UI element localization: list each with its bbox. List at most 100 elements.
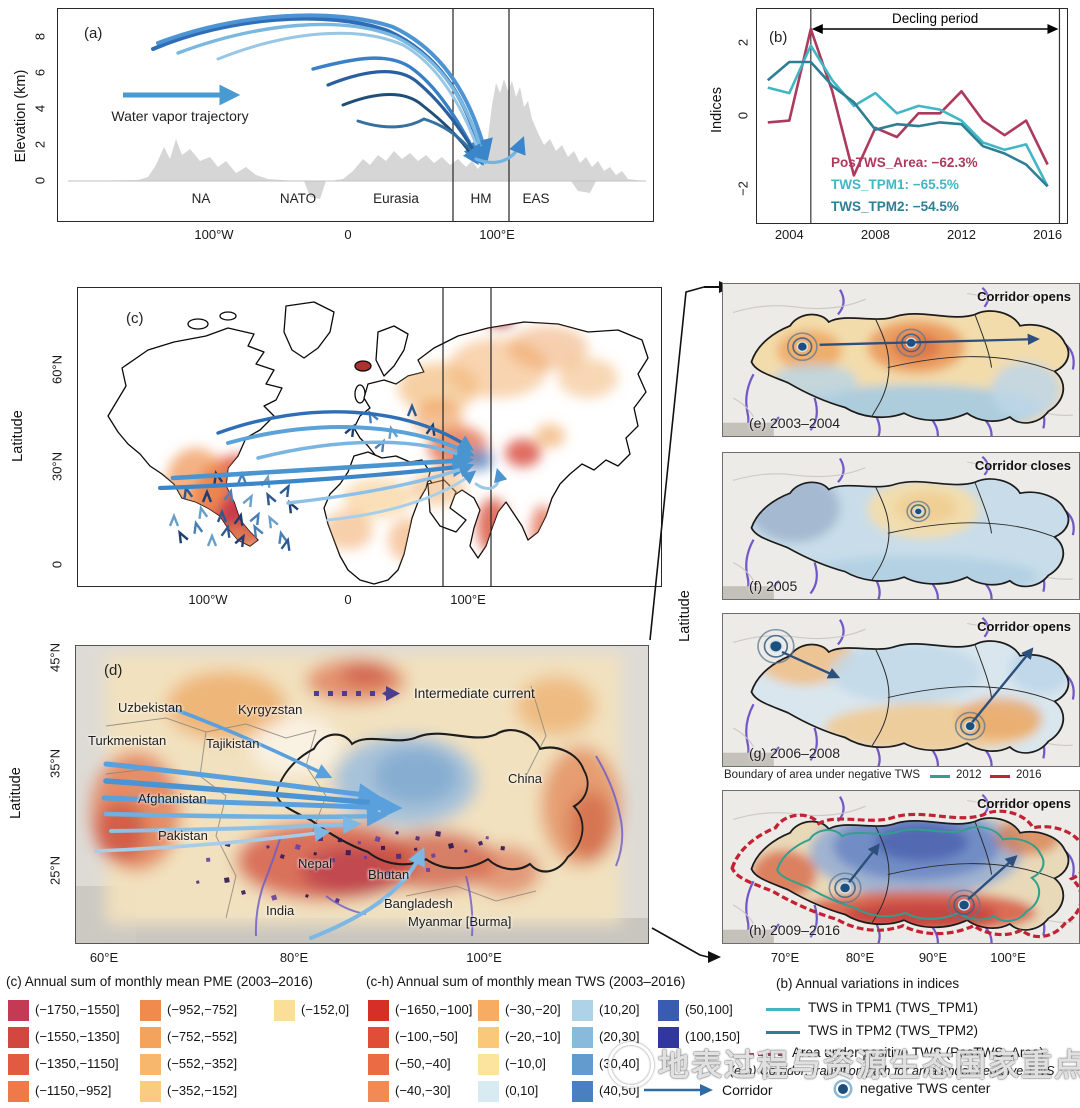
legend-range-label: (30,40] bbox=[599, 1056, 640, 1071]
country-label: India bbox=[266, 903, 295, 918]
legend-pme-title: (c) Annual sum of monthly mean PME (2003… bbox=[6, 974, 313, 989]
negative-dot-clusters bbox=[196, 831, 505, 903]
legend-center-label: negative TWS center bbox=[860, 1080, 991, 1096]
legend-color-swatch bbox=[368, 1027, 389, 1048]
panel-c-ytick: 0 bbox=[49, 560, 65, 569]
country-label: Turkmenistan bbox=[88, 733, 167, 748]
panel-b-ylabel: Indices bbox=[709, 87, 725, 133]
panel-f-years: (f) 2005 bbox=[749, 578, 798, 594]
panel-h-canvas bbox=[723, 791, 1079, 943]
panel-c-xtick: 100°E bbox=[450, 592, 486, 607]
legend-range-label: (0,10] bbox=[505, 1083, 539, 1098]
legend-color-swatch bbox=[478, 1000, 499, 1021]
legend-color-swatch bbox=[368, 1054, 389, 1075]
boundary-legend-text: Boundary of area under negative TWS bbox=[724, 769, 921, 781]
boundary-2016-label: 2016 bbox=[1016, 769, 1042, 781]
legend-corridor-label: Corridor bbox=[722, 1082, 773, 1098]
panel-f-canvas bbox=[723, 453, 1079, 599]
panel-b-xtick: 2008 bbox=[860, 227, 890, 242]
panel-c-xtick: 0 bbox=[344, 592, 352, 607]
legend-pme: (c) Annual sum of monthly mean PME (2003… bbox=[6, 974, 364, 1106]
legend-range-label: (−752,−552] bbox=[167, 1029, 238, 1044]
legend-color-swatch bbox=[658, 1027, 679, 1048]
legend-range-label: (−952,−752] bbox=[167, 1002, 238, 1017]
region-hm: HM bbox=[470, 191, 492, 206]
panel-b-xtick: 2016 bbox=[1033, 227, 1063, 242]
panel-a-xtick: 0 bbox=[344, 227, 352, 242]
panel-a-letter: (a) bbox=[84, 25, 103, 42]
panel-c-letter: (c) bbox=[126, 310, 144, 327]
panel-a-xtick: 100°W bbox=[194, 227, 234, 242]
right-xtick: 70°E bbox=[770, 950, 800, 965]
panel-a-ylabel: Elevation (km) bbox=[13, 69, 29, 163]
legend-color-swatch bbox=[140, 1081, 161, 1102]
panel-f-status: Corridor closes bbox=[974, 458, 1071, 473]
rivers-d bbox=[254, 755, 624, 937]
intermediate-current-label: Intermediate current bbox=[414, 686, 535, 701]
region-eas: EAS bbox=[522, 191, 550, 206]
legend-range-label: (−1150,−952] bbox=[35, 1083, 112, 1098]
legend-tpm1-line bbox=[766, 1008, 800, 1011]
panel-c-ytick: 60°N bbox=[49, 354, 65, 385]
panel-b-xtick: 2012 bbox=[947, 227, 976, 242]
legend-range-label: (100,150] bbox=[685, 1029, 740, 1044]
tibetan-plateau-outline-d bbox=[275, 729, 589, 873]
boundary-2016-swatch bbox=[990, 775, 1010, 778]
panel-d-xtick: 100°E bbox=[466, 950, 502, 965]
legend-color-swatch bbox=[478, 1027, 499, 1048]
legend-range-label: (10,20] bbox=[599, 1002, 640, 1017]
region-eurasia: Eurasia bbox=[373, 191, 419, 206]
boundary-2012-label: 2012 bbox=[956, 769, 982, 781]
panel-c-xtick: 100°W bbox=[188, 592, 228, 607]
legend-range-label: (50,100] bbox=[685, 1002, 733, 1017]
intermediate-current-arrow bbox=[314, 686, 400, 701]
country-label: Bangladesh bbox=[384, 896, 453, 911]
boundary-legend: Boundary of area under negative TWS 2012… bbox=[724, 766, 1080, 788]
boundary-2012-swatch bbox=[930, 775, 950, 778]
country-label: Kyrgyzstan bbox=[238, 702, 303, 717]
legend-range-label: (−152,0] bbox=[301, 1002, 350, 1017]
region-nato: NATO bbox=[279, 191, 317, 206]
panel-a-canvas bbox=[68, 9, 646, 221]
terrain-silhouette bbox=[76, 79, 643, 181]
legend-color-swatch bbox=[8, 1054, 29, 1075]
panel-g-canvas bbox=[723, 614, 1079, 766]
panel-e-map: Corridor opens (e) 2003–2004 40°N 30°N bbox=[722, 283, 1080, 437]
legend-range-label: (−1350,−1150] bbox=[35, 1056, 119, 1071]
legend-color-swatch bbox=[140, 1054, 161, 1075]
country-label: China bbox=[508, 771, 542, 786]
legend-range-label: (−40,−30] bbox=[395, 1083, 451, 1098]
panel-e-years: (e) 2003–2004 bbox=[749, 415, 841, 431]
panel-c-ytick: 30°N bbox=[49, 451, 65, 482]
country-label: Nepal bbox=[298, 856, 332, 871]
negative-tws-center-icon bbox=[836, 1082, 850, 1096]
country-label: Bhutan bbox=[368, 867, 410, 882]
panel-c-canvas bbox=[107, 288, 649, 586]
right-xtick: 80°E bbox=[845, 950, 875, 965]
corridor-arrow-icon bbox=[644, 1084, 713, 1096]
legend-range-label: (−552,−352] bbox=[167, 1056, 238, 1071]
legend-range-label: (−352,−152] bbox=[167, 1083, 238, 1098]
panel-f-map: Corridor closes (f) 2005 40°N 30°N bbox=[722, 452, 1080, 600]
panel-c-world-map: (c) 60°N 30°N 0 100°W 0 100°E bbox=[50, 287, 662, 607]
panel-h-map: Corridor opens (h) 2009–2016 40°N 30°N bbox=[722, 790, 1080, 944]
legend-color-swatch bbox=[658, 1000, 679, 1021]
right-xtick: 90°E bbox=[918, 950, 948, 965]
vapor-flow-arrows bbox=[157, 410, 508, 522]
legend-tws-title: (c-h) Annual sum of monthly mean TWS (20… bbox=[366, 974, 686, 989]
panel-b-indices-plot: (b) Decling period 2004 2008 2012 2016 2 0 −2 Po… bbox=[736, 8, 1068, 242]
panel-d-xtick: 80°E bbox=[279, 950, 309, 965]
legend-color-swatch bbox=[274, 1000, 295, 1021]
legend-color-swatch bbox=[8, 1027, 29, 1048]
panel-b-ytick: −2 bbox=[735, 181, 751, 196]
panel-d-ylabel: Latitude bbox=[8, 767, 24, 819]
panel-d-canvas bbox=[76, 646, 648, 943]
legend-color-swatch bbox=[572, 1054, 593, 1075]
panel-a-xtick: 100°E bbox=[479, 227, 515, 242]
legend-tpm1-label: TWS in TPM1 (TWS_TPM1) bbox=[808, 1000, 979, 1015]
panel-a-elevation-plot: (a) Water vapor trajectory NA NATO Euras… bbox=[33, 8, 654, 242]
panel-d-xtick: 60°E bbox=[89, 950, 119, 965]
legend-color-swatch bbox=[572, 1081, 593, 1102]
legend-range-label: (−20,−10] bbox=[505, 1029, 561, 1044]
panel-b-letter: (b) bbox=[769, 29, 788, 46]
